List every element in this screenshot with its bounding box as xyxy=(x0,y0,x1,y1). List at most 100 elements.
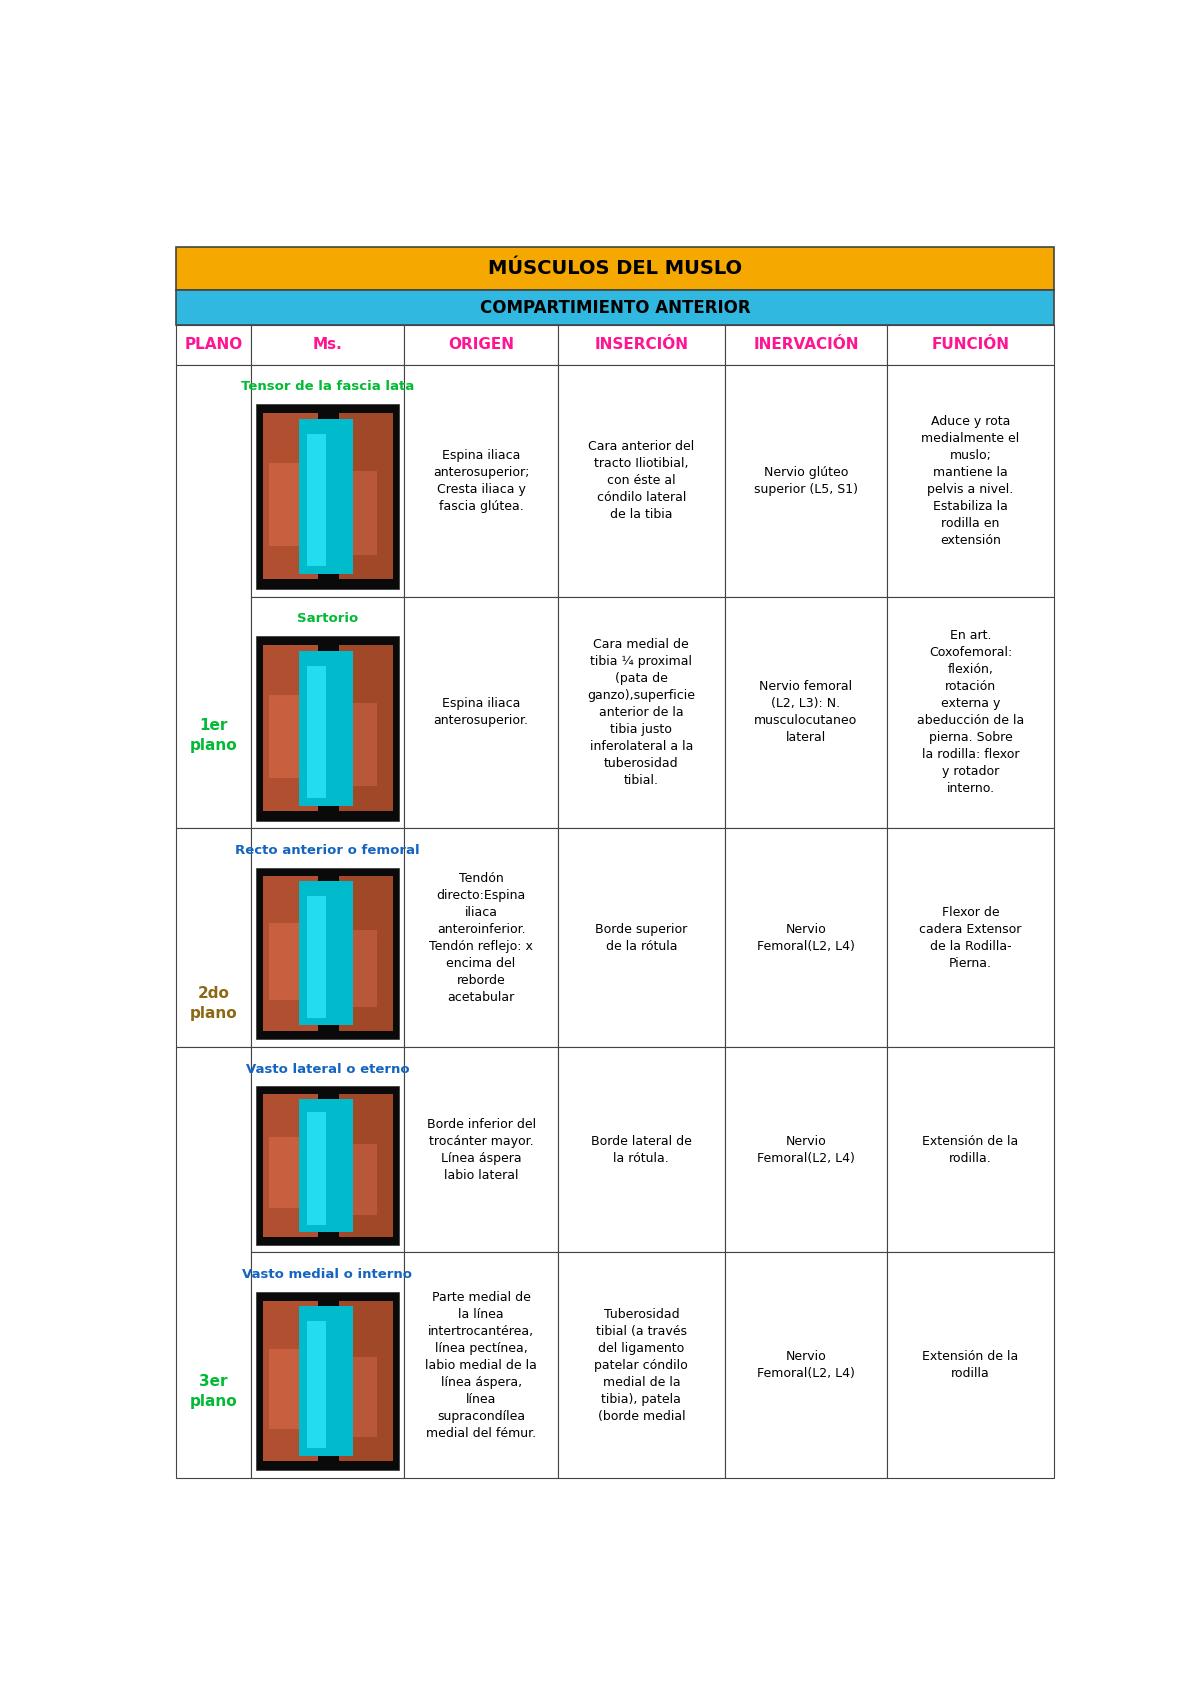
Text: 3er
plano: 3er plano xyxy=(190,1375,238,1409)
Bar xyxy=(558,597,725,828)
Bar xyxy=(558,324,725,365)
Bar xyxy=(344,703,377,786)
Bar xyxy=(251,1252,404,1478)
Bar xyxy=(299,1100,353,1232)
Bar xyxy=(176,828,251,1047)
Text: Tendón
directo:Espina
iliaca
anteroinferior.
Tendón reflejo: x
encima del
rebord: Tendón directo:Espina iliaca anteroinfer… xyxy=(430,872,533,1003)
Text: Espina iliaca
anterosuperior;
Cresta iliaca y
fascia glútea.: Espina iliaca anterosuperior; Cresta ili… xyxy=(433,448,529,512)
Bar xyxy=(263,1300,318,1461)
Bar xyxy=(344,1356,377,1437)
Bar xyxy=(251,365,404,597)
Text: PLANO: PLANO xyxy=(185,338,242,353)
Bar xyxy=(338,1095,394,1237)
Text: Flexor de
cadera Extensor
de la Rodilla-
Pierna.: Flexor de cadera Extensor de la Rodilla-… xyxy=(919,906,1021,969)
Bar xyxy=(269,694,301,777)
Bar xyxy=(558,1047,725,1252)
Text: Nervio femoral
(L2, L3): N.
musculocutaneo
lateral: Nervio femoral (L2, L3): N. musculocutan… xyxy=(755,680,858,745)
Bar xyxy=(251,1047,404,1252)
Bar xyxy=(404,365,558,597)
Bar xyxy=(251,828,404,1047)
Text: Cara medial de
tibia ¼ proximal
(pata de
ganzo),superficie
anterior de la
tibia : Cara medial de tibia ¼ proximal (pata de… xyxy=(587,638,695,787)
Text: 2do
plano: 2do plano xyxy=(190,986,238,1020)
Text: INSERCIÓN: INSERCIÓN xyxy=(594,338,689,353)
Text: Extensión de la
rodilla.: Extensión de la rodilla. xyxy=(923,1135,1019,1164)
Bar xyxy=(176,365,251,828)
Bar xyxy=(725,324,887,365)
Text: Vasto lateral o eterno: Vasto lateral o eterno xyxy=(246,1062,409,1076)
Bar xyxy=(344,1144,377,1215)
Text: Extensión de la
rodilla: Extensión de la rodilla xyxy=(923,1351,1019,1380)
Text: Vasto medial o interno: Vasto medial o interno xyxy=(242,1268,413,1281)
Text: Tuberosidad
tibial (a través
del ligamento
patelar cóndilo
medial de la
tibia), : Tuberosidad tibial (a través del ligamen… xyxy=(594,1308,689,1422)
Bar xyxy=(257,636,398,821)
Bar xyxy=(558,365,725,597)
Bar xyxy=(263,1095,318,1237)
Bar xyxy=(344,930,377,1008)
Bar xyxy=(887,365,1054,597)
Bar xyxy=(251,597,404,828)
Text: COMPARTIMIENTO ANTERIOR: COMPARTIMIENTO ANTERIOR xyxy=(480,299,750,317)
Bar xyxy=(725,365,887,597)
Bar xyxy=(263,412,318,579)
Bar xyxy=(338,876,394,1030)
Bar xyxy=(299,650,353,806)
Bar xyxy=(269,923,301,1000)
Bar xyxy=(887,1252,1054,1478)
Text: Recto anterior o femoral: Recto anterior o femoral xyxy=(235,843,420,857)
Bar xyxy=(887,828,1054,1047)
Text: FUNCIÓN: FUNCIÓN xyxy=(931,338,1009,353)
Text: ORIGEN: ORIGEN xyxy=(448,338,514,353)
Bar xyxy=(887,597,1054,828)
Bar xyxy=(404,324,558,365)
Bar xyxy=(269,463,301,546)
Bar xyxy=(251,324,404,365)
Bar xyxy=(887,1047,1054,1252)
Text: Tensor de la fascia lata: Tensor de la fascia lata xyxy=(241,380,414,394)
Bar xyxy=(307,665,326,798)
Bar xyxy=(257,404,398,589)
Bar xyxy=(338,412,394,579)
Bar xyxy=(725,597,887,828)
Bar xyxy=(176,1047,251,1478)
Bar xyxy=(725,1252,887,1478)
Bar xyxy=(404,828,558,1047)
Bar xyxy=(307,896,326,1018)
Bar xyxy=(338,645,394,811)
Text: MÚSCULOS DEL MUSLO: MÚSCULOS DEL MUSLO xyxy=(488,260,742,278)
Bar xyxy=(257,1086,398,1244)
Bar xyxy=(263,645,318,811)
Bar xyxy=(558,828,725,1047)
Bar xyxy=(269,1349,301,1429)
Bar xyxy=(307,434,326,567)
Bar xyxy=(344,472,377,555)
Bar xyxy=(307,1112,326,1225)
Bar xyxy=(257,1291,398,1470)
Text: 1er
plano: 1er plano xyxy=(190,718,238,753)
Bar xyxy=(263,876,318,1030)
Text: Nervio
Femoral(L2, L4): Nervio Femoral(L2, L4) xyxy=(757,1135,854,1164)
Bar xyxy=(176,290,1054,324)
Bar xyxy=(725,828,887,1047)
Text: Sartorio: Sartorio xyxy=(296,613,358,624)
Text: Nervio glúteo
superior (L5, S1): Nervio glúteo superior (L5, S1) xyxy=(754,465,858,496)
Bar xyxy=(269,1137,301,1208)
Bar xyxy=(307,1320,326,1448)
Text: Parte medial de
la línea
intertrocantérea,
línea pectínea,
labio medial de la
lí: Parte medial de la línea intertrocantére… xyxy=(425,1290,538,1439)
Bar xyxy=(887,324,1054,365)
Text: Espina iliaca
anterosuperior.: Espina iliaca anterosuperior. xyxy=(433,697,529,728)
Text: En art.
Coxofemoral:
flexión,
rotación
externa y
abeducción de la
pierna. Sobre
: En art. Coxofemoral: flexión, rotación e… xyxy=(917,630,1024,796)
Bar xyxy=(404,1252,558,1478)
Text: Nervio
Femoral(L2, L4): Nervio Femoral(L2, L4) xyxy=(757,1351,854,1380)
Text: INERVACIÓN: INERVACIÓN xyxy=(754,338,859,353)
Text: Borde inferior del
trocánter mayor.
Línea áspera
labio lateral: Borde inferior del trocánter mayor. Líne… xyxy=(426,1118,535,1181)
Text: Ms.: Ms. xyxy=(313,338,342,353)
Bar xyxy=(338,1300,394,1461)
Text: Nervio
Femoral(L2, L4): Nervio Femoral(L2, L4) xyxy=(757,923,854,952)
Bar xyxy=(257,867,398,1039)
Bar xyxy=(404,1047,558,1252)
Bar xyxy=(299,419,353,574)
Bar xyxy=(558,1252,725,1478)
Text: Borde superior
de la rótula: Borde superior de la rótula xyxy=(595,923,688,952)
Text: Cara anterior del
tracto Iliotibial,
con éste al
cóndilo lateral
de la tibia: Cara anterior del tracto Iliotibial, con… xyxy=(588,440,695,521)
Bar xyxy=(299,881,353,1025)
